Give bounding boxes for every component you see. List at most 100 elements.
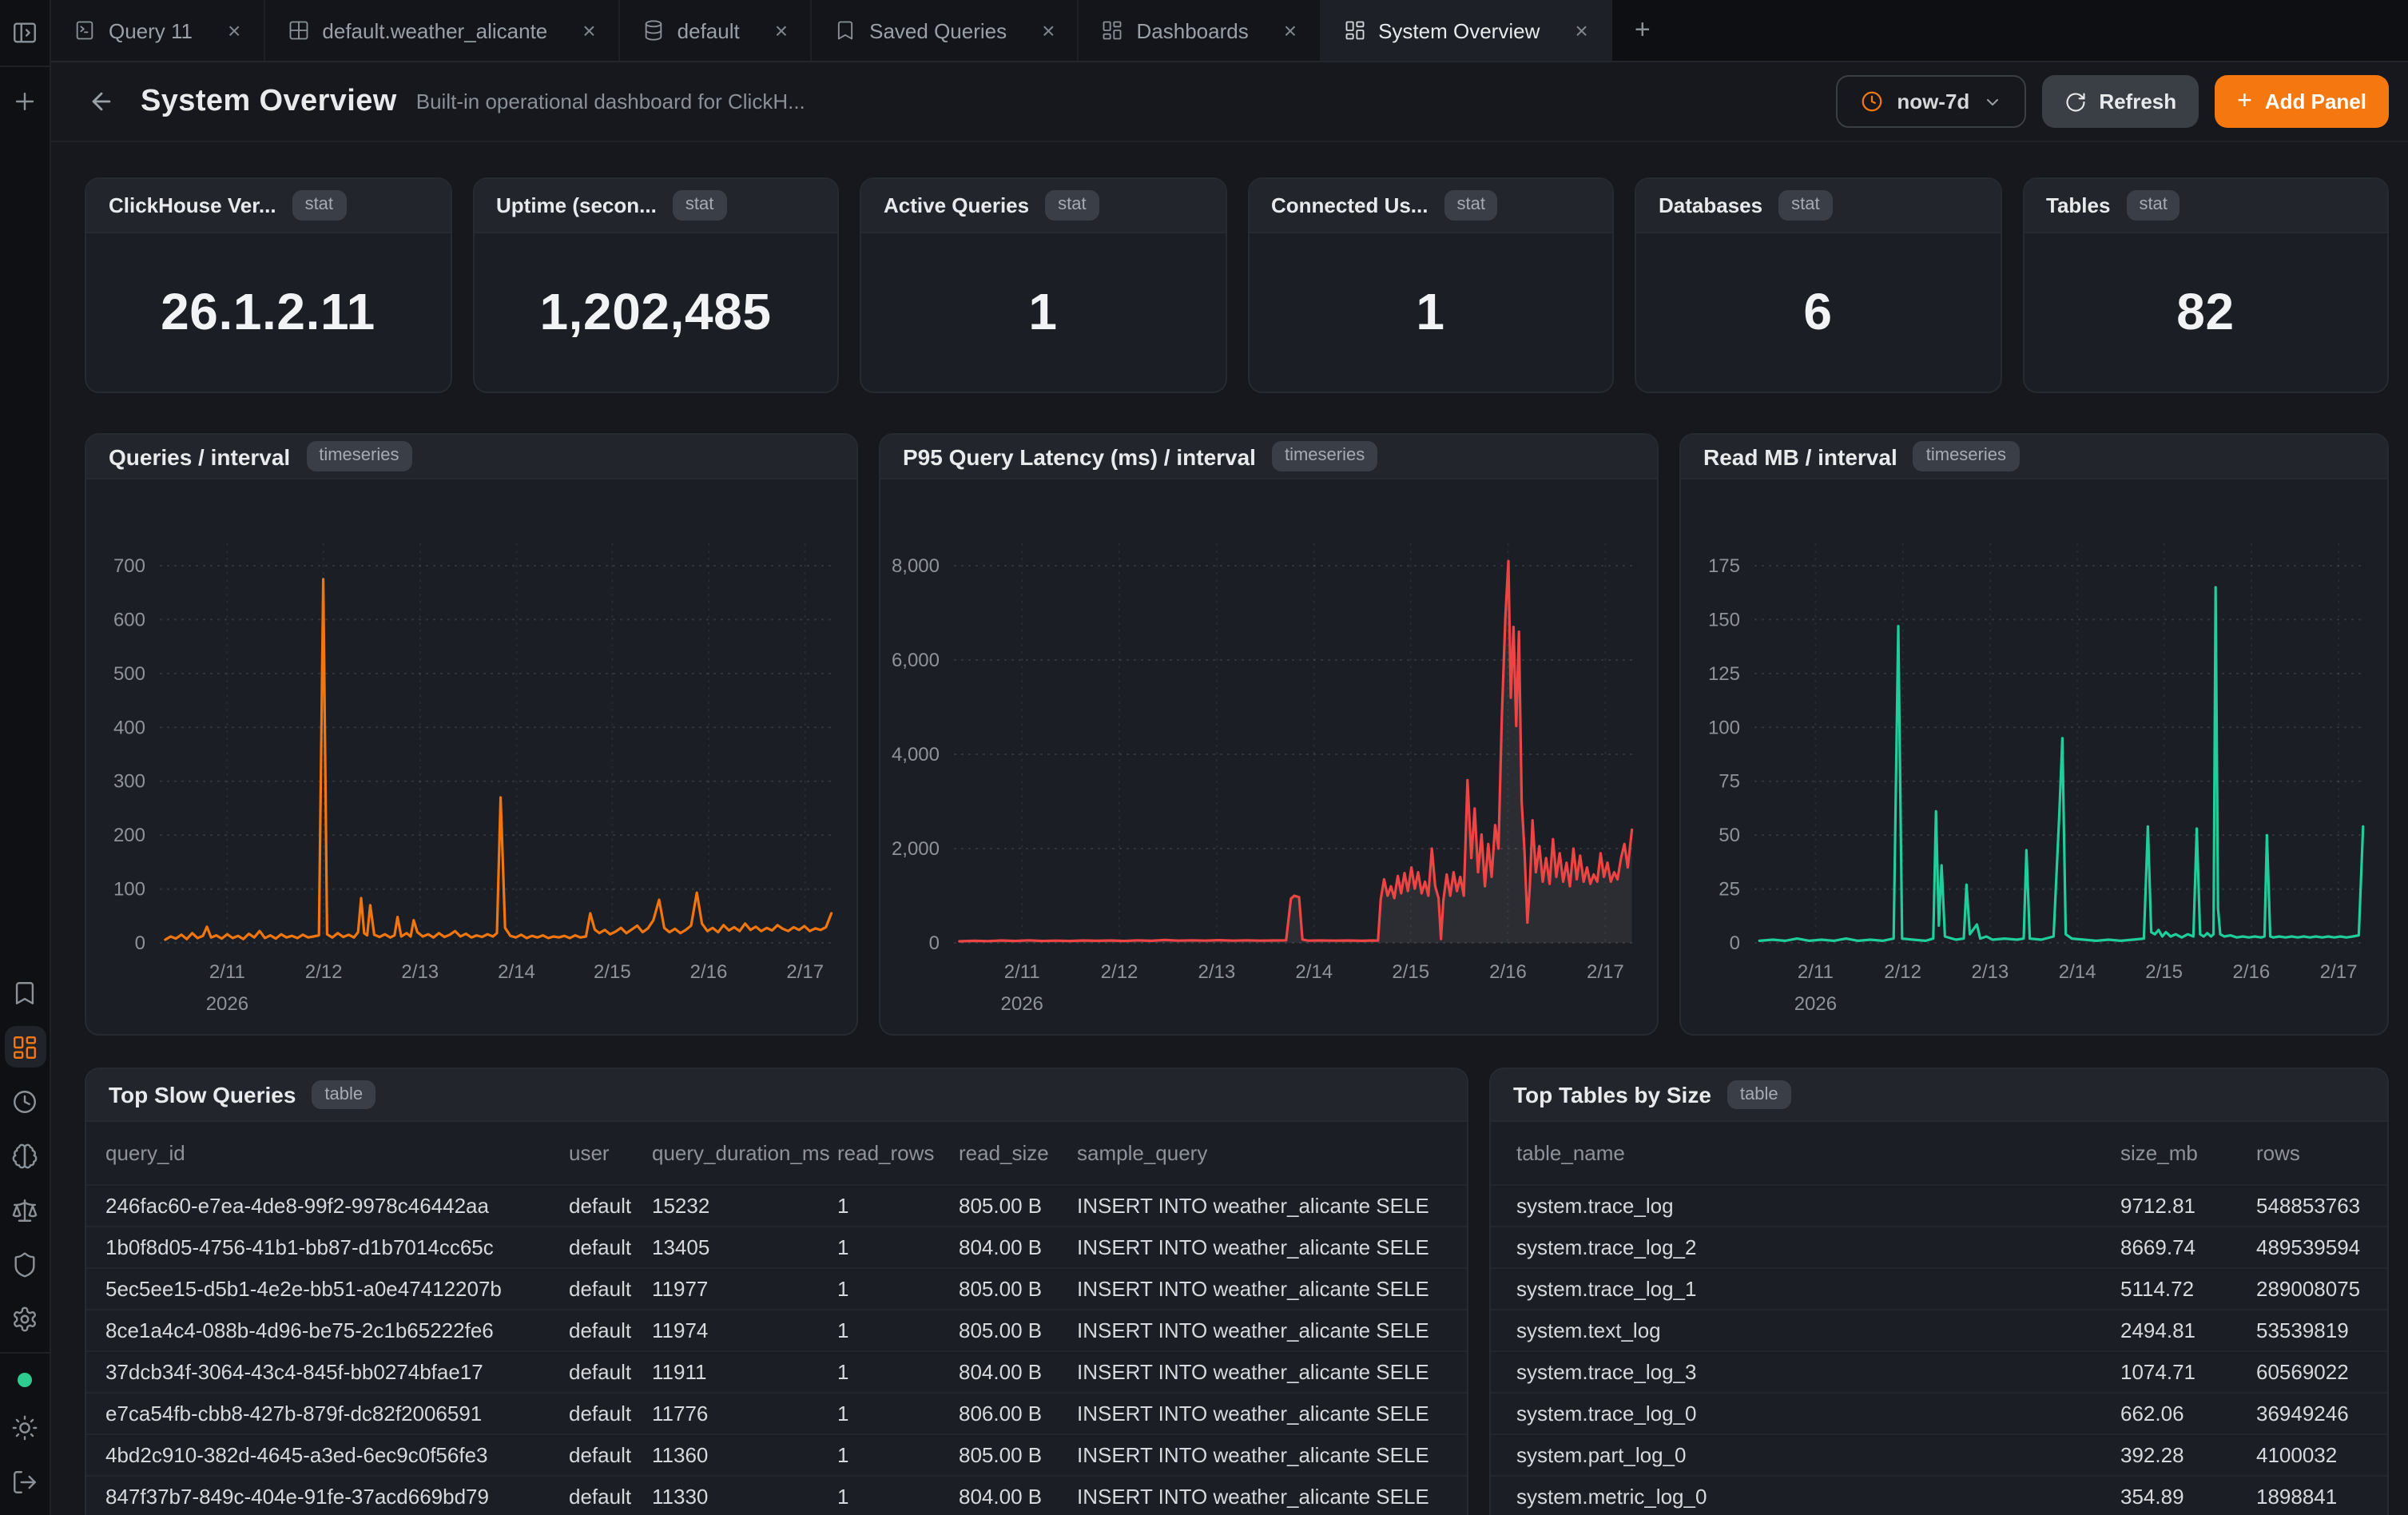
stat-card-active-queries[interactable]: Active Queries stat 1	[860, 177, 1226, 393]
table-row[interactable]: 246fac60-e7ea-4de8-99f2-9978c46442aa defa…	[86, 1184, 1467, 1226]
new-query-button[interactable]	[4, 80, 46, 121]
add-panel-button[interactable]: + Add Panel	[2215, 75, 2389, 128]
stat-value: 1,202,485	[539, 283, 772, 340]
table-row[interactable]: 5ec5ee15-d5b1-4e2e-bb51-a0e47412207b defa…	[86, 1267, 1467, 1309]
tab-close-icon[interactable]: ×	[582, 18, 596, 43]
chart-title: Read MB / interval	[1703, 443, 1897, 469]
svg-text:2/17: 2/17	[786, 961, 824, 983]
stat-card-connected-users[interactable]: Connected Us... stat 1	[1247, 177, 1614, 393]
chart-canvas-read-mb[interactable]: 2/11 2/12 2/13 2/14 2/15 2/16 2/17 2026 0 25 50 75 1…	[1681, 479, 2389, 1036]
table-row[interactable]: system.part_log_0 392.28 4100032	[1491, 1433, 2387, 1475]
table-cell: 246fac60-e7ea-4de8-99f2-9978c46442aa	[105, 1194, 489, 1218]
sidebar-item-security[interactable]	[4, 1243, 46, 1285]
stat-card-databases[interactable]: Databases stat 6	[1635, 177, 2001, 393]
table-cell: 289008075	[2256, 1277, 2361, 1301]
table-cell: system.trace_log_1	[1516, 1277, 1697, 1301]
tab-close-icon[interactable]: ×	[1575, 18, 1588, 43]
table-row[interactable]: 37dcb34f-3064-43c4-845f-bb0274bfae17 defa…	[86, 1350, 1467, 1392]
svg-text:125: 125	[1708, 663, 1740, 685]
table-row[interactable]: system.trace_log_1 5114.72 289008075	[1491, 1267, 2387, 1309]
time-range-dropdown[interactable]: now-7d	[1836, 75, 2026, 128]
table-row[interactable]: system.text_log 2494.81 53539819	[1491, 1309, 2387, 1350]
tab-query-11[interactable]: Query 11 ×	[51, 0, 265, 61]
table-row[interactable]: system.metric_log_0 354.89 1898841	[1491, 1475, 2387, 1515]
tab-label: Saved Queries	[869, 18, 1007, 42]
dashboard-content: ClickHouse Ver... stat 26.1.2.11 Uptime …	[51, 142, 2408, 1515]
table-cell: 805.00 B	[959, 1318, 1043, 1342]
theme-toggle-button[interactable]	[4, 1406, 46, 1448]
stat-card-tables[interactable]: Tables stat 82	[2022, 177, 2389, 393]
logout-button[interactable]	[4, 1461, 46, 1502]
table-panel-header: Top Slow Queries table	[86, 1069, 1467, 1122]
dashboard-icon	[14, 1036, 36, 1058]
sidebar-divider-bottom	[0, 1352, 50, 1354]
chart-canvas-latency[interactable]: 2/11 2/12 2/13 2/14 2/15 2/16 2/17 2026 0 2,000 4,…	[880, 479, 1659, 1036]
charts-row: Queries / interval timeseries 2/11 2/12 2/…	[85, 433, 2389, 1036]
sidebar-item-history[interactable]	[4, 1080, 46, 1122]
table-row[interactable]: 1b0f8d05-4756-41b1-bb87-d1b7014cc65c defa…	[86, 1226, 1467, 1267]
stat-type-badge: stat	[672, 190, 727, 221]
stat-card-uptime[interactable]: Uptime (secon... stat 1,202,485	[472, 177, 839, 393]
stat-card-header: Connected Us... stat	[1249, 179, 1612, 233]
table-row[interactable]: e7ca54fb-cbb8-427b-879f-dc82f2006591 defa…	[86, 1392, 1467, 1433]
stat-card-header: Databases stat	[1636, 179, 2000, 233]
chart-type-badge: timeseries	[1271, 441, 1378, 471]
svg-text:2/15: 2/15	[594, 961, 631, 983]
table-cell: 805.00 B	[959, 1194, 1043, 1218]
table-cell: 2494.81	[2120, 1318, 2195, 1342]
column-header-rows: rows	[2256, 1141, 2300, 1165]
sidebar-toggle-button[interactable]	[4, 11, 46, 53]
stat-card-header: ClickHouse Ver... stat	[86, 179, 450, 233]
svg-text:2,000: 2,000	[892, 838, 940, 860]
tab-close-icon[interactable]: ×	[228, 18, 241, 43]
sidebar-item-settings[interactable]	[4, 1298, 46, 1339]
chart-type-badge: timeseries	[1913, 441, 2019, 471]
svg-text:600: 600	[113, 609, 145, 630]
table-panel-tables-by-size: Top Tables by Size table table_name size_…	[1489, 1068, 2389, 1515]
table-cell: 53539819	[2256, 1318, 2349, 1342]
table-row[interactable]: 847f37b7-849c-404e-91fe-37acd669bd79 defa…	[86, 1475, 1467, 1515]
table-row[interactable]: system.trace_log_3 1074.71 60569022	[1491, 1350, 2387, 1392]
svg-text:2/11: 2/11	[209, 961, 245, 983]
table-row[interactable]: system.trace_log_0 662.06 36949246	[1491, 1392, 2387, 1433]
refresh-button[interactable]: Refresh	[2041, 75, 2199, 128]
table-cell: INSERT INTO weather_alicante SELE	[1077, 1360, 1429, 1384]
stat-type-badge: stat	[1444, 190, 1498, 221]
tab-system-overview[interactable]: System Overview ×	[1321, 0, 1612, 61]
svg-text:2/16: 2/16	[2233, 961, 2271, 983]
table-cell: 804.00 B	[959, 1235, 1043, 1259]
tab-weather-alicante[interactable]: default.weather_alicante ×	[264, 0, 620, 61]
svg-text:100: 100	[1708, 717, 1740, 738]
tab-close-icon[interactable]: ×	[1042, 18, 1055, 43]
table-body: system.trace_log 9712.81 548853763 system.t…	[1491, 1184, 2387, 1515]
tab-close-icon[interactable]: ×	[1283, 18, 1297, 43]
table-cell: 11977	[652, 1277, 709, 1301]
page-subtitle: Built-in operational dashboard for Click…	[415, 89, 805, 113]
sidebar-item-saved-queries[interactable]	[4, 972, 46, 1013]
sidebar-item-compare[interactable]	[4, 1189, 46, 1231]
table-row[interactable]: 4bd2c910-382d-4645-a3ed-6ec9c0f56fe3 defa…	[86, 1433, 1467, 1475]
table-type-badge: table	[312, 1080, 376, 1110]
table-cell: system.trace_log_3	[1516, 1360, 1697, 1384]
svg-text:2/14: 2/14	[1295, 961, 1333, 983]
table-row[interactable]: 8ce1a4c4-088b-4d96-be75-2c1b65222fe6 defa…	[86, 1309, 1467, 1350]
stat-card-clickhouse-version[interactable]: ClickHouse Ver... stat 26.1.2.11	[85, 177, 451, 393]
chart-canvas-queries[interactable]: 2/11 2/12 2/13 2/14 2/15 2/16 2/17 2026 0 100 200 3…	[86, 479, 858, 1036]
back-button[interactable]	[80, 81, 121, 122]
new-tab-button[interactable]: +	[1634, 14, 1651, 45]
tab-close-icon[interactable]: ×	[774, 18, 789, 43]
tab-saved-queries[interactable]: Saved Queries ×	[812, 0, 1079, 61]
table-cell: 1	[837, 1318, 849, 1342]
table-row[interactable]: system.trace_log 9712.81 548853763	[1491, 1184, 2387, 1226]
tab-default-db[interactable]: default ×	[619, 0, 813, 61]
table-row[interactable]: system.trace_log_2 8669.74 489539594	[1491, 1226, 2387, 1267]
database-icon	[645, 20, 662, 41]
table-cell: 804.00 B	[959, 1485, 1043, 1509]
stat-type-badge: stat	[1045, 190, 1099, 221]
table-cell: 1	[837, 1277, 849, 1301]
sidebar-item-ai[interactable]	[4, 1135, 46, 1176]
sidebar-item-dashboards[interactable]	[4, 1026, 46, 1068]
clock-icon	[1862, 91, 1882, 112]
svg-text:2/13: 2/13	[401, 961, 439, 983]
tab-dashboards[interactable]: Dashboards ×	[1079, 0, 1321, 61]
